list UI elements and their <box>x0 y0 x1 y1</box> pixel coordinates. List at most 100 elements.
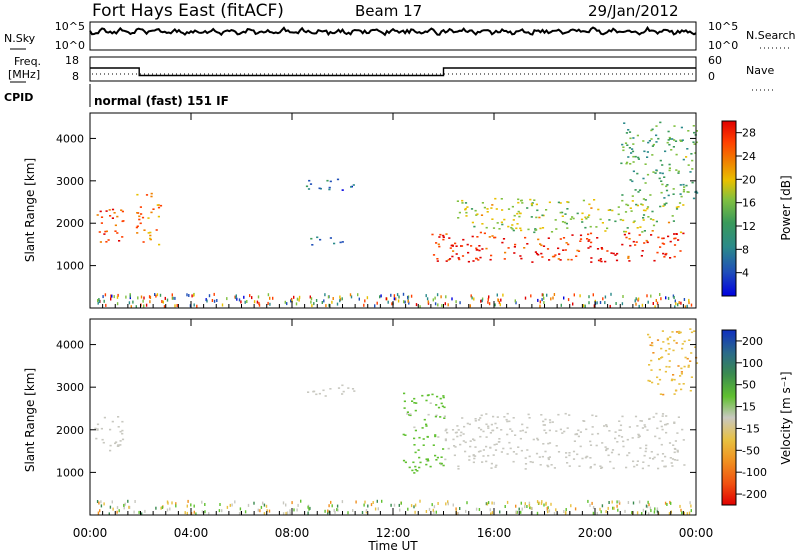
colorbar-tick-label: 8 <box>742 243 749 256</box>
near-range-echo <box>308 507 310 511</box>
heatmap-cell <box>584 216 587 219</box>
near-range-echo <box>491 511 494 515</box>
near-range-echo <box>298 295 301 299</box>
near-range-echo <box>596 301 598 305</box>
near-range-echo <box>480 299 482 303</box>
heatmap-cell <box>628 426 631 428</box>
near-range-echo <box>654 507 656 511</box>
near-range-echo <box>331 300 333 304</box>
heatmap-cell <box>601 222 604 224</box>
heatmap-cell <box>607 209 610 211</box>
near-range-echo <box>649 506 652 510</box>
heatmap-cell <box>114 442 117 445</box>
heatmap-cell <box>506 453 509 455</box>
near-range-echo <box>104 293 107 297</box>
near-range-echo <box>690 504 692 508</box>
near-range-echo <box>668 512 671 516</box>
near-range-echo <box>432 508 434 512</box>
heatmap-cell <box>115 441 118 443</box>
heatmap-cell <box>671 378 674 381</box>
near-range-echo <box>526 505 528 508</box>
near-range-echo <box>536 500 539 504</box>
heatmap-cell <box>635 241 638 243</box>
beam-label: Beam 17 <box>355 2 422 20</box>
near-range-echo <box>269 302 271 306</box>
heatmap-cell <box>684 356 687 359</box>
heatmap-cell <box>414 409 417 412</box>
heatmap-cell <box>451 245 454 247</box>
y-tick-label: 4000 <box>56 339 84 352</box>
near-range-echo <box>268 509 271 513</box>
x-tick-label: 00:00 <box>73 526 108 540</box>
heatmap-cell <box>639 447 642 449</box>
heatmap-cell <box>99 241 102 243</box>
heatmap-cell <box>483 232 486 235</box>
near-range-echo <box>393 503 396 507</box>
heatmap-cell <box>677 172 680 174</box>
heatmap-cell <box>676 451 679 453</box>
heatmap-cell <box>659 393 662 395</box>
near-range-echo <box>226 505 229 509</box>
near-range-echo <box>117 293 119 297</box>
heatmap-cell <box>679 331 682 334</box>
near-range-echo <box>547 510 549 514</box>
heatmap-cell <box>590 257 593 259</box>
heatmap-cell <box>549 421 552 424</box>
heatmap-cell <box>619 424 623 427</box>
x-tick-label: 20:00 <box>578 526 613 540</box>
heatmap-cell <box>427 394 430 396</box>
near-range-echo <box>110 297 112 301</box>
heatmap-cell <box>417 449 420 451</box>
near-range-echo <box>573 293 575 297</box>
heatmap-cell <box>536 209 539 212</box>
near-range-echo <box>154 293 156 296</box>
heatmap-cell <box>671 215 674 217</box>
near-range-echo <box>307 511 309 515</box>
heatmap-cell <box>651 344 654 347</box>
near-range-echo <box>291 501 293 505</box>
near-range-echo <box>187 499 189 503</box>
heatmap-cell <box>454 431 457 434</box>
power-y-label: Slant Range [km] <box>23 158 37 262</box>
heatmap-cell <box>442 236 445 238</box>
near-range-echo <box>518 507 520 511</box>
heatmap-cell <box>342 390 345 393</box>
heatmap-cell <box>514 434 517 436</box>
heatmap-cell <box>559 259 562 261</box>
heatmap-cell <box>625 132 628 134</box>
heatmap-cell <box>547 237 550 239</box>
heatmap-cell <box>463 425 466 428</box>
heatmap-cell <box>453 454 456 457</box>
heatmap-cell <box>483 206 486 209</box>
heatmap-cell <box>595 226 598 228</box>
heatmap-cell <box>652 143 655 146</box>
near-range-echo <box>613 506 615 510</box>
heatmap-cell <box>642 214 646 216</box>
heatmap-cell <box>472 461 475 464</box>
heatmap-cell <box>547 465 550 468</box>
near-range-echo <box>184 511 186 515</box>
heatmap-cell <box>554 254 557 256</box>
heatmap-cell <box>695 362 699 364</box>
near-range-echo <box>624 509 626 513</box>
heatmap-cell <box>685 184 688 187</box>
heatmap-cell <box>538 456 541 458</box>
near-range-echo <box>113 295 115 299</box>
near-range-echo <box>565 508 567 511</box>
heatmap-cell <box>622 149 625 152</box>
heatmap-cell <box>149 238 152 241</box>
near-range-echo <box>221 303 224 307</box>
heatmap-cell <box>512 451 515 453</box>
near-range-echo <box>296 508 298 512</box>
heatmap-cell <box>439 462 442 465</box>
near-range-echo <box>243 295 245 299</box>
heatmap-cell <box>409 413 412 415</box>
near-range-echo <box>240 300 242 304</box>
heatmap-cell <box>542 245 546 247</box>
near-range-echo <box>289 512 291 515</box>
near-range-echo <box>213 299 216 303</box>
heatmap-cell <box>648 380 651 382</box>
heatmap-cell <box>489 432 492 434</box>
near-range-echo <box>341 297 343 301</box>
